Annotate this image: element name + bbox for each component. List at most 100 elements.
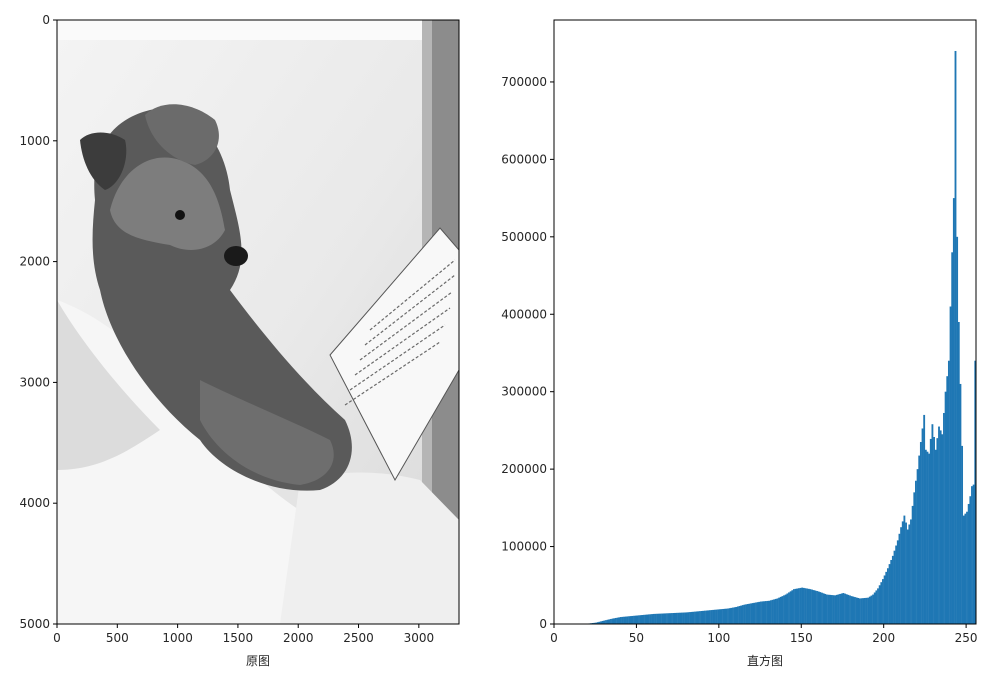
histogram-bar	[618, 617, 621, 624]
image-x-tick-label: 2000	[283, 631, 314, 645]
histogram-bar	[720, 609, 723, 624]
histogram-bar	[697, 611, 700, 624]
histogram-bar	[858, 598, 861, 624]
histogram-bar	[786, 593, 789, 624]
histogram-bar	[636, 615, 639, 624]
histogram-bar	[606, 619, 609, 624]
histogram-x-tick-label: 150	[790, 631, 813, 645]
histogram-bar	[933, 436, 935, 624]
histogram-bar	[877, 588, 879, 624]
histogram-bar	[723, 608, 726, 624]
histogram-bar	[694, 611, 696, 624]
histogram-bar	[741, 605, 744, 624]
histogram-bar	[654, 613, 657, 624]
histogram-bar	[657, 613, 660, 624]
histogram-bar	[969, 496, 972, 624]
histogram-bar	[834, 595, 837, 624]
histogram-bar	[954, 50, 957, 624]
histogram-subplot: 0 50 100 150 200 250 0 100000 200000 300000 40000…	[501, 19, 978, 668]
histogram-bar	[802, 587, 805, 624]
histogram-bar	[822, 593, 825, 624]
histogram-bar	[753, 602, 756, 624]
histogram-bar	[971, 486, 973, 624]
histogram-bar	[766, 600, 769, 624]
histogram-bar	[855, 597, 858, 624]
histogram-bar	[974, 360, 977, 624]
histogram-bar	[593, 622, 596, 624]
histogram-bar	[717, 609, 720, 624]
image-x-tick-label: 500	[106, 631, 129, 645]
histogram-bar	[743, 604, 746, 624]
histogram-bar	[781, 596, 784, 624]
histogram-bar	[854, 597, 856, 624]
histogram-x-tick-label: 200	[872, 631, 895, 645]
histogram-y-tick-label: 700000	[501, 75, 547, 89]
histogram-bar	[700, 610, 703, 624]
histogram-bar	[735, 606, 738, 624]
histogram-bar	[736, 606, 739, 624]
histogram-bar	[961, 445, 964, 624]
histogram-bar	[804, 588, 807, 624]
histogram-bar	[801, 587, 804, 624]
histogram-bar	[713, 609, 716, 624]
histogram-bar	[755, 602, 757, 624]
histogram-bar	[885, 571, 888, 624]
histogram-bar	[910, 519, 912, 624]
histogram-bar	[938, 426, 940, 624]
histogram-bar	[847, 594, 850, 624]
histogram-bar	[769, 600, 772, 624]
histogram-bar	[705, 610, 708, 624]
histogram-bars	[580, 50, 977, 625]
histogram-y-tick-label: 300000	[501, 385, 547, 399]
image-x-ticks: 0 500 1000 1500 2000 2500 3000	[53, 624, 434, 645]
histogram-bar	[875, 590, 878, 624]
histogram-bar	[908, 524, 911, 624]
histogram-bar	[835, 594, 838, 624]
image-y-tick-label: 0	[42, 13, 50, 27]
histogram-bar	[634, 615, 637, 624]
histogram-bar	[865, 597, 868, 624]
histogram-bar	[860, 598, 863, 624]
histogram-bar	[774, 598, 777, 624]
histogram-bar	[788, 592, 790, 624]
histogram-bar	[596, 622, 599, 624]
histogram-bar	[913, 492, 916, 624]
histogram-bar	[862, 598, 865, 624]
histogram-bar	[880, 582, 883, 624]
image-x-tick-label: 0	[53, 631, 61, 645]
image-x-tick-label: 1500	[223, 631, 254, 645]
histogram-bar	[738, 606, 741, 624]
histogram-bar	[837, 594, 840, 624]
histogram-y-tick-label: 0	[539, 617, 547, 631]
histogram-bar	[921, 428, 924, 624]
histogram-bar	[817, 591, 820, 624]
histogram-bar	[796, 588, 799, 624]
histogram-bar	[760, 601, 762, 624]
histogram-x-tick-label: 100	[707, 631, 730, 645]
histogram-bar	[903, 515, 906, 624]
histogram-bar	[842, 593, 845, 624]
histogram-bar	[872, 594, 874, 624]
histogram-bar	[964, 513, 967, 624]
histogram-bar	[674, 612, 677, 624]
histogram-bar	[699, 611, 701, 624]
histogram-bar	[878, 585, 881, 624]
histogram-bar	[690, 611, 693, 624]
histogram-bar	[679, 612, 682, 624]
histogram-bar	[689, 612, 692, 624]
histogram-bar	[651, 614, 654, 624]
histogram-bar	[784, 594, 787, 624]
histogram-bar	[900, 527, 903, 624]
image-y-tick-label: 4000	[19, 496, 50, 510]
histogram-x-tick-label: 50	[629, 631, 644, 645]
histogram-bar	[941, 434, 944, 624]
histogram-bar	[727, 608, 729, 624]
image-y-tick-label: 2000	[19, 255, 50, 269]
histogram-bar	[708, 610, 711, 624]
histogram-bar	[840, 593, 843, 624]
histogram-bar	[644, 614, 647, 624]
histogram-y-ticks: 0 100000 200000 300000 400000 500000 600000 700…	[501, 75, 554, 631]
histogram-bar	[684, 612, 687, 624]
histogram-bar	[916, 469, 919, 624]
histogram-bar	[675, 612, 678, 624]
